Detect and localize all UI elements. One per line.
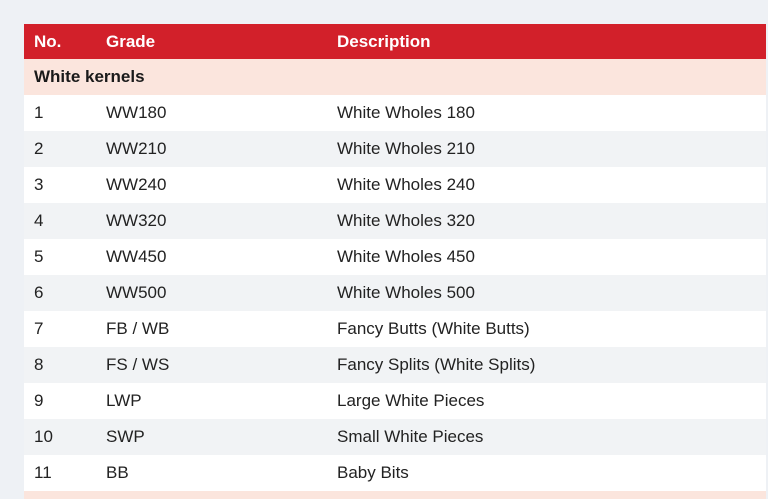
cell-grade: WW500: [106, 283, 167, 302]
table-row: 9 LWP Large White Pieces: [24, 383, 766, 419]
table-bottom-strip: [24, 491, 766, 499]
cell-no: 11: [34, 463, 52, 482]
grades-table: No. Grade Description White kernels 1 WW1…: [24, 24, 766, 499]
cell-grade: BB: [106, 463, 129, 482]
header-description: Description: [337, 31, 431, 51]
cell-description: White Wholes 210: [337, 139, 475, 158]
table-row: 7 FB / WB Fancy Butts (White Butts): [24, 311, 766, 347]
cell-no: 8: [34, 355, 44, 374]
cell-description: White Wholes 500: [337, 283, 475, 302]
cell-description: Large White Pieces: [337, 391, 485, 410]
cell-description: Small White Pieces: [337, 427, 484, 446]
table-row: 3 WW240 White Wholes 240: [24, 167, 766, 203]
cell-grade: WW210: [106, 139, 167, 158]
table-row: 10 SWP Small White Pieces: [24, 419, 766, 455]
cell-no: 1: [34, 103, 44, 122]
cell-no: 5: [34, 247, 44, 266]
cell-description: White Wholes 240: [337, 175, 475, 194]
cell-description: Fancy Splits (White Splits): [337, 355, 536, 374]
cell-grade: SWP: [106, 427, 145, 446]
cell-no: 10: [34, 427, 53, 446]
cell-no: 6: [34, 283, 44, 302]
cell-grade: LWP: [106, 391, 142, 410]
table-row: 8 FS / WS Fancy Splits (White Splits): [24, 347, 766, 383]
cell-no: 3: [34, 175, 44, 194]
cell-no: 4: [34, 211, 44, 230]
table-row: 6 WW500 White Wholes 500: [24, 275, 766, 311]
header-no: No.: [34, 31, 62, 51]
cell-grade: FB / WB: [106, 319, 170, 338]
header-grade: Grade: [106, 31, 156, 51]
cell-grade: WW240: [106, 175, 167, 194]
table-row: 1 WW180 White Wholes 180: [24, 95, 766, 131]
table-row: 2 WW210 White Wholes 210: [24, 131, 766, 167]
cell-description: White Wholes 320: [337, 211, 475, 230]
table-header: No. Grade Description: [24, 24, 766, 59]
cell-description: White Wholes 180: [337, 103, 475, 122]
section-label: White kernels: [34, 67, 145, 86]
table-row: 11 BB Baby Bits: [24, 455, 766, 491]
section-row: White kernels: [24, 59, 766, 95]
cell-no: 9: [34, 391, 44, 410]
table-row: 5 WW450 White Wholes 450: [24, 239, 766, 275]
cell-grade: WW320: [106, 211, 167, 230]
cell-no: 2: [34, 139, 44, 158]
cell-grade: FS / WS: [106, 355, 170, 374]
cell-grade: WW450: [106, 247, 167, 266]
table-row: 4 WW320 White Wholes 320: [24, 203, 766, 239]
cell-description: Baby Bits: [337, 463, 409, 482]
cell-no: 7: [34, 319, 44, 338]
cell-description: White Wholes 450: [337, 247, 475, 266]
cell-grade: WW180: [106, 103, 167, 122]
cell-description: Fancy Butts (White Butts): [337, 319, 530, 338]
